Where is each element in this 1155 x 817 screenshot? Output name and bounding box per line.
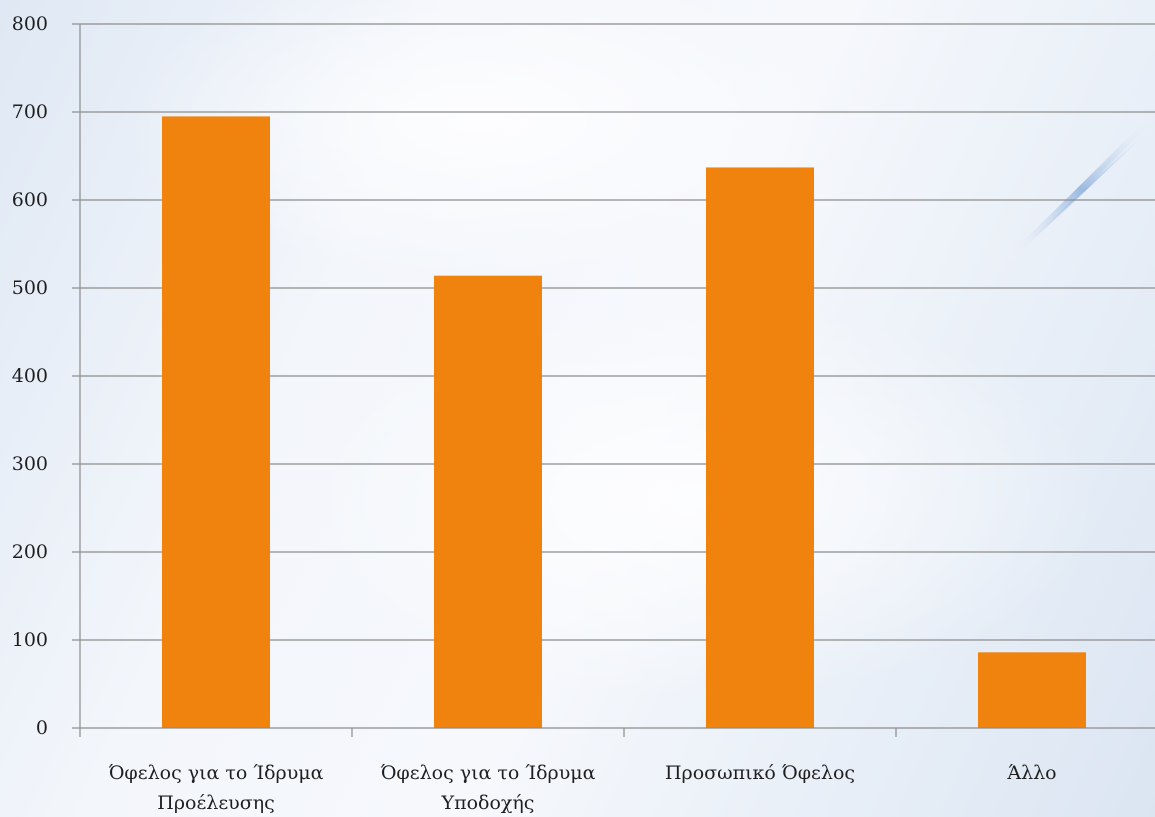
bar-1 <box>162 116 270 728</box>
y-tick-label: 400 <box>12 365 48 387</box>
bar-4 <box>978 652 1086 728</box>
x-category-label: Άλλο <box>1006 762 1056 784</box>
x-category-label: Υποδοχής <box>441 792 535 814</box>
y-tick-label: 300 <box>12 453 48 475</box>
x-category-label: Προέλευσης <box>157 792 274 814</box>
bar-3 <box>706 167 814 728</box>
x-category-label: Όφελος για το Ίδρυμα <box>109 762 324 784</box>
x-category-labels: Όφελος για το Ίδρυμα Προέλευσης Όφελος για… <box>109 762 1057 814</box>
y-tick-label: 500 <box>12 277 48 299</box>
x-category-label: Προσωπικό Όφελος <box>665 762 855 784</box>
bars <box>162 116 1086 728</box>
x-category-label: Όφελος για το Ίδρυμα <box>381 762 596 784</box>
y-tick-label: 800 <box>12 13 48 35</box>
y-tick-label: 0 <box>36 717 48 739</box>
y-tick-label: 600 <box>12 189 48 211</box>
axes <box>72 23 1155 737</box>
y-tick-label: 200 <box>12 541 48 563</box>
y-tick-label: 700 <box>12 101 48 123</box>
y-tick-labels: 0 100 200 300 400 500 600 700 800 <box>12 13 48 739</box>
bar-2 <box>434 275 542 728</box>
y-tick-label: 100 <box>12 629 48 651</box>
